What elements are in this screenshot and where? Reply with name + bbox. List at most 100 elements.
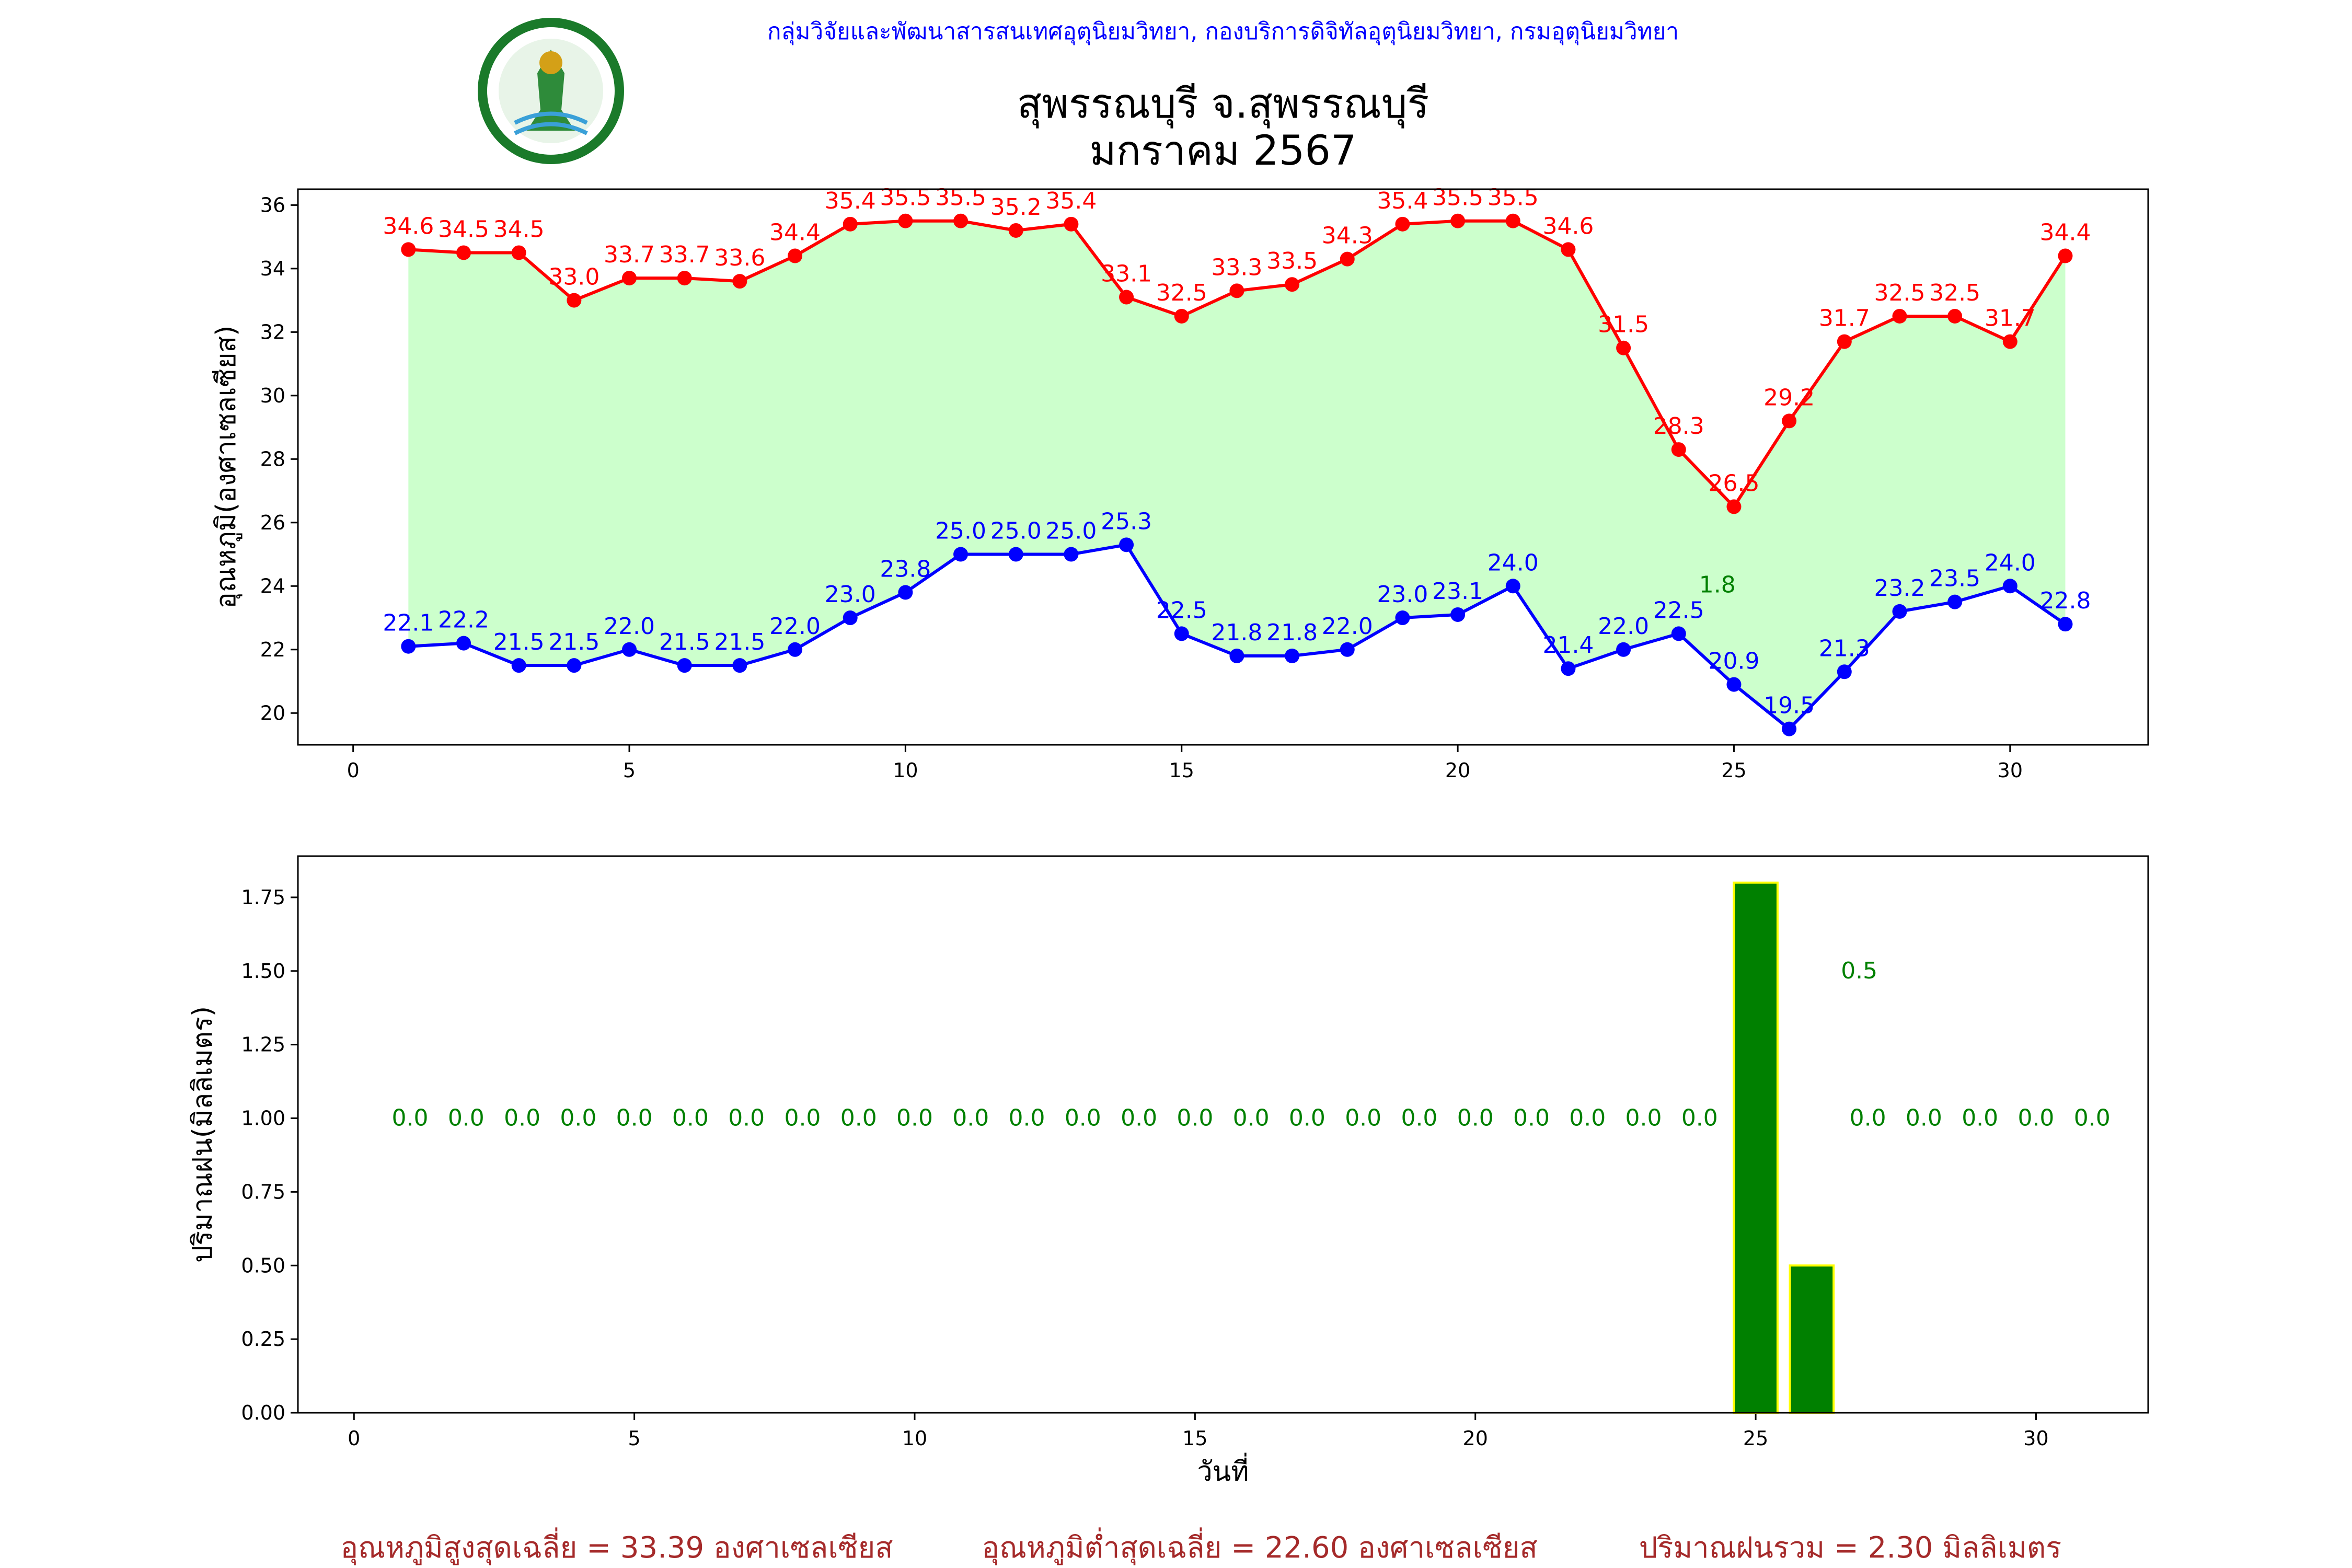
y-tick-label: 1.50 — [241, 960, 285, 983]
max-temperature-value-label: 31.7 — [1985, 305, 2036, 332]
max-temperature-value-label: 28.3 — [1653, 413, 1704, 440]
max-temperature-value-label: 31.5 — [1598, 312, 1649, 338]
max-temperature-value-label: 35.5 — [1432, 185, 1483, 211]
rain-value-label: 0.0 — [896, 1105, 933, 1132]
rain-value-label: 0.0 — [1625, 1105, 1662, 1132]
min-temperature-value-label: 25.0 — [1045, 518, 1097, 545]
rainfall-axes-frame — [297, 855, 2149, 1414]
min-temperature-value-label: 21.5 — [493, 629, 545, 655]
min-temperature-value-label: 23.1 — [1432, 578, 1483, 605]
y-tick-label: 34 — [260, 257, 285, 280]
rain-value-label: 0.0 — [1289, 1105, 1325, 1132]
x-tick-label: 25 — [1721, 759, 1746, 782]
x-tick-label: 5 — [628, 1427, 641, 1450]
total-rainfall: ปริมาณฝนรวม = 2.30 มิลลิเมตร — [1639, 1531, 2062, 1565]
max-temperature-point — [1229, 283, 1244, 298]
min-temperature-value-label: 23.0 — [825, 581, 876, 608]
rain-value-label: 0.0 — [1457, 1105, 1494, 1132]
min-temperature-value-label: 22.0 — [604, 613, 655, 640]
max-temperature-value-label: 33.3 — [1211, 254, 1262, 281]
y-tick-label: 0.50 — [241, 1254, 285, 1277]
rain-value-label: 0.0 — [560, 1105, 596, 1132]
min-temperature-point — [1505, 579, 1520, 594]
min-temperature-point — [1285, 648, 1300, 663]
max-temperature-value-label: 35.5 — [935, 185, 986, 211]
min-temperature-point — [1064, 547, 1079, 562]
rain-value-label: 0.0 — [1009, 1105, 1045, 1132]
y-tick-label: 36 — [260, 193, 285, 216]
min-temperature-point — [2002, 579, 2017, 594]
max-temperature-point — [1892, 308, 1907, 324]
y-tick-label: 28 — [260, 447, 285, 470]
max-temperature-point — [788, 248, 803, 263]
rain-value-label: 0.0 — [2074, 1105, 2111, 1132]
min-temperature-value-label: 25.0 — [990, 518, 1042, 545]
max-temperature-value-label: 34.6 — [383, 213, 434, 239]
min-temperature-value-label: 23.2 — [1874, 575, 1925, 602]
max-temperature-value-label: 26.5 — [1708, 470, 1759, 497]
x-tick-label: 10 — [893, 759, 918, 782]
x-tick-label: 15 — [1182, 1427, 1207, 1450]
x-tick-label: 0 — [348, 1427, 360, 1450]
max-temperature-value-label: 32.5 — [1929, 280, 1980, 306]
min-temperature-value-label: 25.0 — [935, 518, 986, 545]
max-temperature-value-label: 34.5 — [493, 216, 545, 243]
min-temperature-value-label: 24.0 — [1985, 549, 2036, 576]
rain-value-label: 0.0 — [1906, 1105, 1942, 1132]
max-temperature-point — [401, 242, 416, 257]
max-temperature-value-label: 29.2 — [1763, 384, 1815, 411]
min-temperature-point — [1671, 626, 1686, 641]
min-temperature-value-label: 22.2 — [438, 607, 489, 633]
rain-value-label: 0.0 — [840, 1105, 877, 1132]
min-temperature-value-label: 20.9 — [1708, 648, 1759, 675]
max-temperature-value-label: 32.5 — [1156, 280, 1207, 306]
min-temperature-value-label: 22.5 — [1653, 597, 1704, 624]
temperature-axes-frame — [297, 188, 2149, 746]
min-temperature-point — [1450, 607, 1466, 622]
rain-value-label: 0.0 — [672, 1105, 709, 1132]
rain-value-label: 0.0 — [1962, 1105, 1998, 1132]
min-temperature-point — [1340, 642, 1355, 657]
rain-value-label: 0.0 — [616, 1105, 653, 1132]
min-temperature-point — [622, 642, 637, 657]
min-temperature-point — [1782, 721, 1797, 736]
y-tick-label: 1.75 — [241, 886, 285, 909]
min-temperature-point — [677, 658, 692, 673]
y-tick-label: 1.00 — [241, 1107, 285, 1130]
avg-min-temperature: อุณหภูมิต่ำสุดเฉลี่ย = 22.60 องศาเซลเซีย… — [982, 1527, 1537, 1565]
min-temperature-value-label: 21.8 — [1211, 619, 1262, 646]
min-temperature-value-label: 24.0 — [1488, 549, 1539, 576]
rain-value-label: 0.0 — [1121, 1105, 1157, 1132]
min-temperature-point — [1119, 537, 1134, 552]
max-temperature-point — [456, 245, 471, 260]
max-temperature-point — [1450, 213, 1466, 228]
max-temperature-value-label: 33.5 — [1266, 248, 1318, 274]
min-temperature-value-label: 21.3 — [1819, 635, 1870, 662]
max-temperature-point — [732, 274, 747, 289]
rain-annotation: 1.8 — [1699, 571, 1736, 598]
max-temperature-point — [1174, 308, 1189, 324]
max-temperature-value-label: 33.6 — [714, 245, 765, 271]
x-tick-label: 20 — [1463, 1427, 1488, 1450]
max-temperature-value-label: 34.5 — [438, 216, 489, 243]
max-temperature-point — [1285, 277, 1300, 292]
min-temperature-value-label: 21.5 — [659, 629, 710, 655]
x-tick-label: 30 — [2023, 1427, 2048, 1450]
min-temperature-value-label: 23.8 — [880, 556, 931, 582]
max-temperature-point — [1616, 340, 1631, 355]
max-temperature-value-label: 35.2 — [990, 194, 1042, 221]
rain-value-label: 0.5 — [1841, 958, 1877, 984]
y-tick-label: 0.00 — [241, 1401, 285, 1424]
max-temperature-value-label: 32.5 — [1874, 280, 1925, 306]
min-temperature-point — [567, 658, 582, 673]
min-temperature-value-label: 22.0 — [769, 613, 821, 640]
max-temperature-point — [2002, 334, 2017, 349]
max-temperature-point — [1782, 413, 1797, 429]
y-tick-label: 20 — [260, 701, 285, 724]
max-temperature-point — [1726, 499, 1742, 514]
max-temperature-point — [677, 271, 692, 286]
min-temperature-point — [401, 639, 416, 654]
min-temperature-value-label: 22.5 — [1156, 597, 1207, 624]
y-tick-label: 1.25 — [241, 1033, 285, 1056]
